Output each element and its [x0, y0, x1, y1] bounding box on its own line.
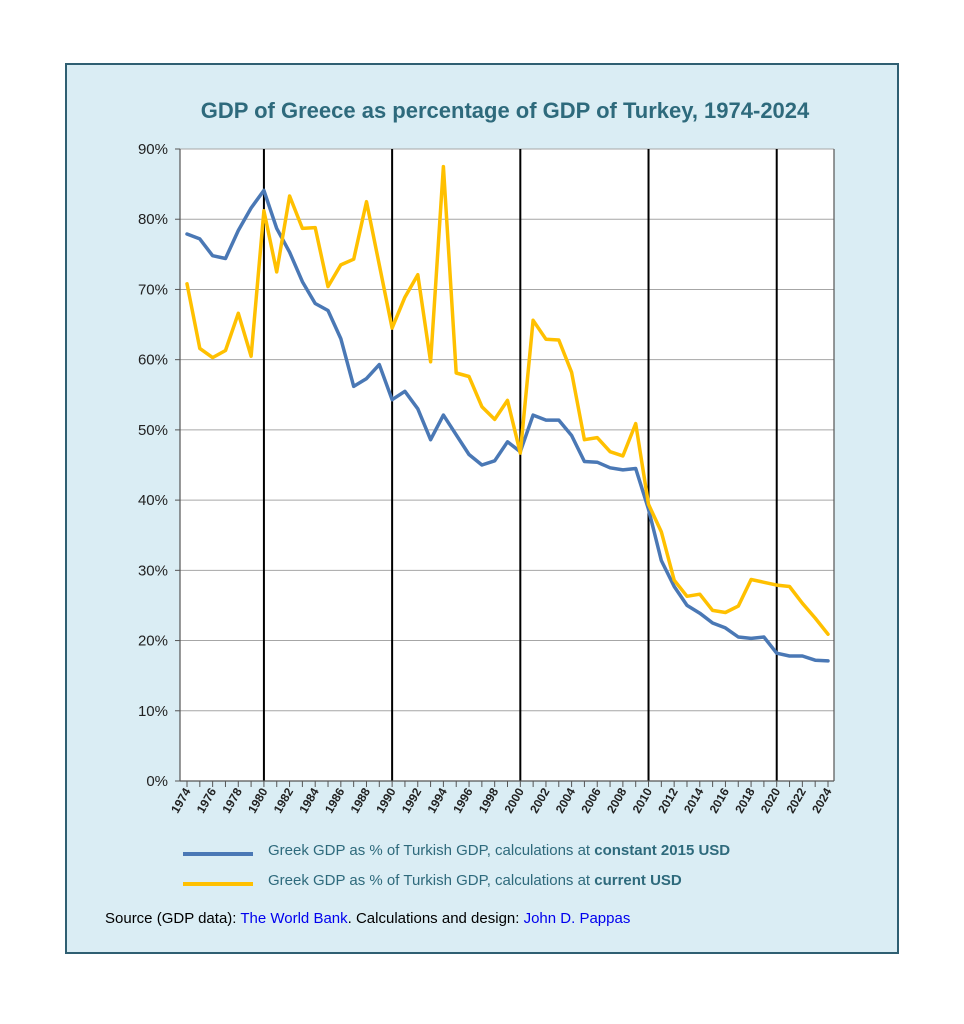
- x-tick-label: 2002: [527, 785, 553, 815]
- legend-swatch-current-usd: [183, 882, 253, 886]
- y-tick-label: 10%: [138, 703, 168, 720]
- x-tick-label: 1992: [399, 785, 425, 815]
- plot-area: [180, 149, 834, 781]
- legend-label-bold: current USD: [594, 872, 682, 889]
- x-tick-label: 2006: [578, 785, 604, 815]
- axes: [175, 148, 835, 787]
- x-tick-label: 2024: [809, 785, 835, 815]
- source-middle: . Calculations and design:: [347, 910, 524, 927]
- legend-label-current-usd: Greek GDP as % of Turkish GDP, calculati…: [268, 872, 682, 889]
- x-tick-label: 1984: [296, 785, 322, 815]
- x-tick-label: 2000: [501, 785, 527, 815]
- grid-lines: [180, 148, 834, 712]
- x-tick-label: 2012: [655, 785, 681, 815]
- x-tick-label: 2020: [758, 785, 784, 815]
- x-tick-label: 1990: [373, 785, 399, 815]
- x-tick-label: 2014: [681, 785, 707, 815]
- series-lines: [185, 164, 830, 663]
- x-tick-label: 1980: [245, 785, 271, 815]
- series-line-current-usd: [185, 164, 830, 636]
- x-tick-label: 1974: [168, 785, 194, 815]
- x-tick-label: 1994: [425, 785, 451, 815]
- x-tick-label: 2004: [553, 785, 579, 815]
- source-prefix: Source (GDP data):: [105, 910, 241, 927]
- decade-divider-lines: [262, 149, 778, 781]
- y-tick-label: 0%: [146, 773, 168, 790]
- legend-label-constant-usd: Greek GDP as % of Turkish GDP, calculati…: [268, 842, 730, 859]
- world-bank-link[interactable]: The World Bank: [240, 910, 348, 927]
- x-tick-labels: 1974 1976 1978 1980 1982 1984 1986 1988 1990 1992…: [168, 785, 835, 815]
- y-tick-label: 60%: [138, 352, 168, 369]
- y-tick-label: 80%: [138, 211, 168, 228]
- x-tick-label: 2022: [783, 785, 809, 815]
- x-tick-label: 1976: [194, 785, 220, 815]
- legend-label-prefix: Greek GDP as % of Turkish GDP, calculati…: [268, 872, 595, 889]
- y-tick-label: 90%: [138, 141, 168, 158]
- x-tick-label: 1986: [322, 785, 348, 815]
- x-tick-label: 2008: [604, 785, 630, 815]
- series-line-constant-usd: [185, 188, 830, 663]
- x-tick-label: 1998: [476, 785, 502, 815]
- legend-label-bold: constant 2015 USD: [594, 842, 731, 859]
- y-tick-label: 30%: [138, 562, 168, 579]
- x-tick-label: 1988: [348, 785, 374, 815]
- x-tick-label: 2016: [707, 785, 733, 815]
- x-tick-label: 1996: [450, 785, 476, 815]
- source-note: Source (GDP data): The World Bank. Calcu…: [105, 910, 630, 927]
- chart-title: GDP of Greece as percentage of GDP of Tu…: [201, 98, 810, 123]
- x-tick-label: 2010: [630, 785, 656, 815]
- x-tick-label: 1978: [219, 785, 245, 815]
- x-tick-label: 2018: [732, 785, 758, 815]
- y-tick-label: 20%: [138, 633, 168, 650]
- author-link[interactable]: John D. Pappas: [523, 910, 631, 927]
- y-tick-label: 40%: [138, 492, 168, 509]
- y-tick-label: 70%: [138, 281, 168, 298]
- legend-swatch-constant-usd: [183, 852, 253, 856]
- x-tick-label: 1982: [271, 785, 297, 815]
- legend-label-prefix: Greek GDP as % of Turkish GDP, calculati…: [268, 842, 595, 859]
- y-tick-label: 50%: [138, 422, 168, 439]
- y-tick-labels: 0% 10% 20% 30% 40% 50% 60% 70% 80% 90%: [138, 141, 168, 790]
